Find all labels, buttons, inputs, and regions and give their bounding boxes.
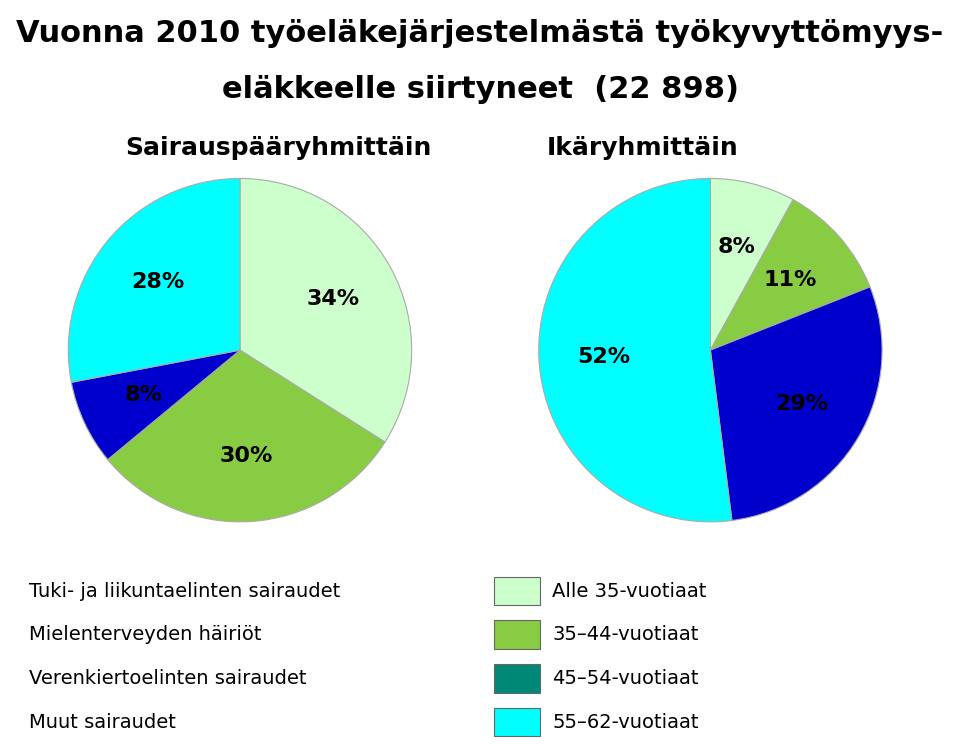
Wedge shape — [71, 350, 240, 459]
Text: 8%: 8% — [125, 386, 162, 405]
Text: Verenkiertoelinten sairaudet: Verenkiertoelinten sairaudet — [29, 669, 306, 688]
Text: 55–62-vuotiaat: 55–62-vuotiaat — [552, 712, 699, 732]
Text: 28%: 28% — [132, 273, 184, 292]
Text: Vuonna 2010 työeläkejärjestelmästä työkyvyttömyys-: Vuonna 2010 työeläkejärjestelmästä työky… — [16, 19, 944, 48]
Text: eläkkeelle siirtyneet  (22 898): eläkkeelle siirtyneet (22 898) — [222, 75, 738, 105]
Wedge shape — [710, 178, 793, 350]
Text: 52%: 52% — [578, 347, 631, 367]
Wedge shape — [108, 350, 385, 522]
Text: Ikäryhmittäin: Ikäryhmittäin — [547, 136, 739, 160]
Wedge shape — [240, 178, 412, 442]
Text: 11%: 11% — [763, 270, 817, 290]
Text: 8%: 8% — [718, 237, 756, 257]
Wedge shape — [539, 178, 732, 522]
Text: Tuki- ja liikuntaelinten sairaudet: Tuki- ja liikuntaelinten sairaudet — [29, 581, 340, 601]
Text: Mielenterveyden häiriöt: Mielenterveyden häiriöt — [29, 625, 261, 645]
Text: 45–54-vuotiaat: 45–54-vuotiaat — [552, 669, 699, 688]
Wedge shape — [710, 287, 882, 520]
Text: Sairauspääryhmittäin: Sairauspääryhmittäin — [125, 136, 431, 160]
Text: Muut sairaudet: Muut sairaudet — [29, 712, 176, 732]
Text: 29%: 29% — [776, 395, 828, 414]
Wedge shape — [710, 200, 870, 350]
Text: 35–44-vuotiaat: 35–44-vuotiaat — [552, 625, 698, 645]
Wedge shape — [68, 178, 240, 383]
Text: Alle 35-vuotiaat: Alle 35-vuotiaat — [552, 581, 707, 601]
Text: 34%: 34% — [306, 289, 360, 309]
Text: 30%: 30% — [220, 447, 274, 466]
